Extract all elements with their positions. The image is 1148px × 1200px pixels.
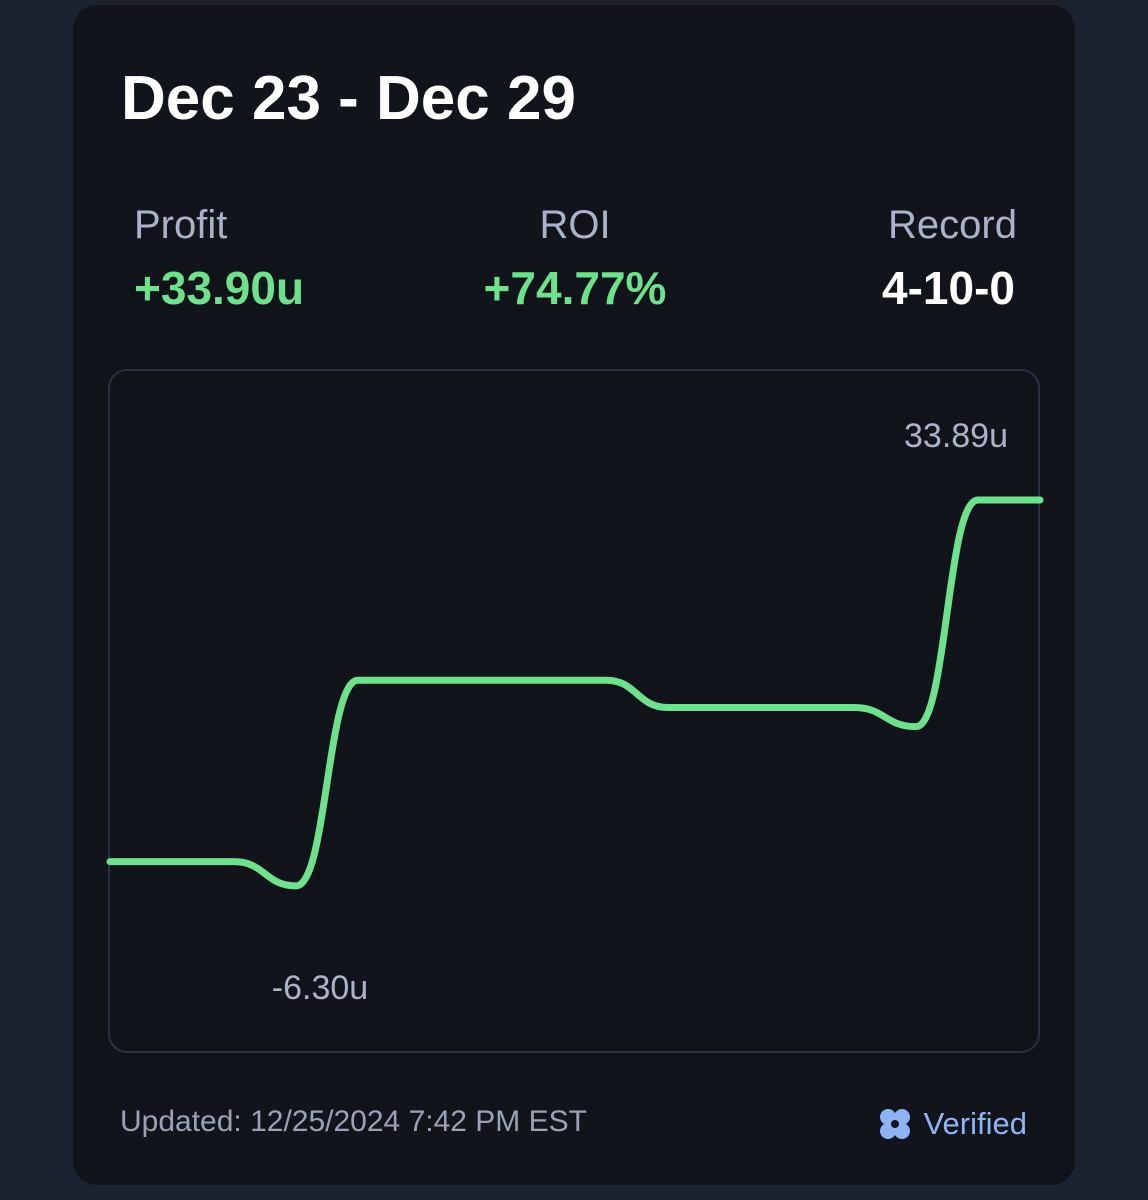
stat-label: Profit: [134, 203, 228, 247]
stat-value: +33.90u: [134, 262, 305, 314]
stat-label: ROI: [539, 203, 611, 247]
stat-value: +74.77%: [483, 262, 667, 314]
verified-text: Verified: [923, 1106, 1027, 1141]
max-label: 33.89u: [904, 417, 1008, 455]
updated: Updated: 12/25/2024 7:42 PM EST: [120, 1105, 587, 1138]
verified-badge: Verified: [876, 1105, 1027, 1143]
title: Dec 23 - Dec 29: [121, 64, 576, 133]
chart-frame: [108, 369, 1040, 1053]
profit-line: [106, 496, 1044, 890]
clover-icon: [879, 1109, 910, 1139]
stat-label: Record: [888, 203, 1017, 247]
stat-value: 4-10-0: [882, 262, 1015, 314]
min-label: -6.30u: [272, 969, 368, 1007]
